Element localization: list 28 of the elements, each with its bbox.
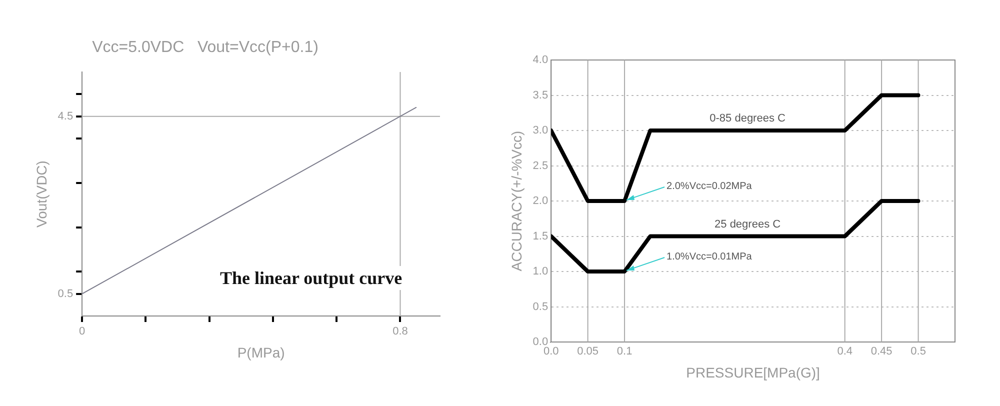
- y-tick-label: 4.0: [532, 54, 548, 66]
- x-tick-label: 0.45: [870, 346, 892, 358]
- x-axis-title: PRESSURE[MPa(G)]: [686, 364, 820, 380]
- x-tick-label: 0.0: [543, 346, 559, 358]
- y-tick-label: 1.0: [532, 266, 548, 278]
- annotation: The linear output curve: [220, 268, 402, 288]
- x-tick-label: 0.4: [837, 346, 852, 358]
- y-tick-label: 1.5: [532, 230, 548, 242]
- series-label: 0-85 degrees C: [710, 112, 786, 124]
- y-axis-title: Vout(VDC): [33, 160, 50, 228]
- x-tick-label: 0.1: [616, 346, 632, 358]
- series-label: 25 degrees C: [714, 218, 781, 230]
- annotation: 1.0%Vcc=0.01MPa: [666, 252, 752, 262]
- x-tick-label: 0.5: [910, 346, 926, 358]
- y-tick-label: 3.5: [532, 89, 548, 102]
- y-tick-label: 2.5: [532, 160, 548, 172]
- annotation: 2.0%Vcc=0.02MPa: [666, 181, 752, 192]
- y-axis-title: ACCURACY(+/-%Vcc): [508, 130, 524, 272]
- y-tick-label: 0.0: [532, 336, 548, 348]
- x-tick-label: 0.8: [392, 326, 408, 338]
- x-tick-label: 0.05: [577, 346, 599, 358]
- text: Vcc=5.0VDC Vout=Vcc(P+0.1): [92, 39, 318, 56]
- y-tick-label: 0.5: [532, 300, 548, 313]
- y-tick-label: 2.0: [532, 195, 548, 208]
- y-tick-label: 3.0: [532, 124, 548, 137]
- x-axis-title: P(MPa): [237, 344, 285, 360]
- x-tick-label: 0: [79, 326, 86, 338]
- y-tick-label: 4.5: [58, 110, 74, 122]
